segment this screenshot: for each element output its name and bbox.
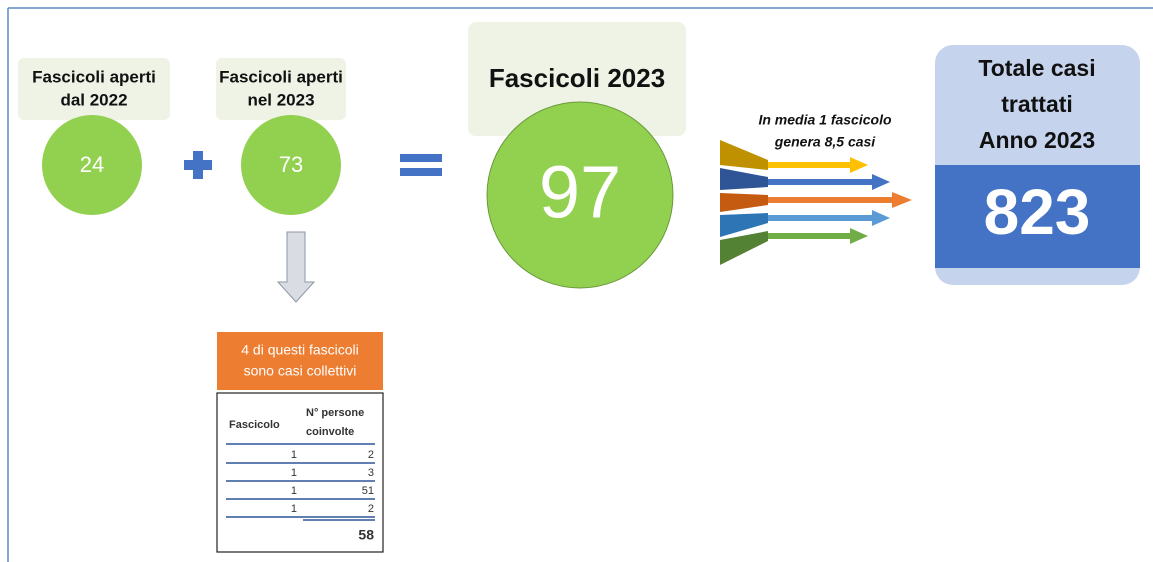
- value: 73: [279, 152, 303, 177]
- equals-sign: [400, 154, 442, 176]
- cell: 1: [291, 467, 297, 479]
- value: 97: [539, 151, 621, 234]
- cell: 2: [368, 449, 374, 461]
- total-band: [935, 165, 1140, 268]
- table-box: [216, 392, 384, 553]
- label: Anno 2023: [979, 127, 1095, 153]
- column-header: coinvolte: [306, 426, 354, 438]
- note: In media 1 fascicolo: [758, 112, 891, 128]
- column-header: Fascicolo: [229, 419, 280, 431]
- circle: [42, 115, 142, 215]
- circle: [241, 115, 341, 215]
- label-box: [18, 58, 170, 120]
- label: Fascicoli aperti: [32, 67, 156, 86]
- column-header: N° persone: [306, 407, 364, 419]
- label-box: [217, 332, 383, 390]
- circle: [486, 101, 674, 289]
- cell: 1: [291, 503, 297, 515]
- cell: 51: [362, 485, 374, 497]
- funnel-arrows: [720, 140, 912, 265]
- table-rows: 1 2 1 3 1 51 1 2: [226, 443, 375, 518]
- cell: 2: [368, 503, 374, 515]
- value: 24: [80, 152, 104, 177]
- cell: 1: [291, 485, 297, 497]
- cell: 1: [291, 449, 297, 461]
- label: sono casi collettivi: [244, 363, 357, 379]
- down-arrow: [276, 231, 316, 303]
- label: Totale casi: [978, 55, 1095, 81]
- label: trattati: [1001, 91, 1073, 117]
- table-total: 58: [358, 527, 374, 543]
- label-box: [216, 58, 346, 120]
- label-box: [468, 22, 686, 136]
- label: 4 di questi fascicoli: [241, 342, 359, 358]
- label: Fascicoli 2023: [489, 63, 665, 93]
- plus-sign: [184, 151, 212, 179]
- cell: 3: [368, 467, 374, 479]
- label: nel 2023: [247, 90, 314, 109]
- label: Fascicoli aperti: [219, 67, 343, 86]
- label: dal 2022: [60, 90, 127, 109]
- note: genera 8,5 casi: [774, 134, 877, 150]
- value: 823: [984, 176, 1091, 248]
